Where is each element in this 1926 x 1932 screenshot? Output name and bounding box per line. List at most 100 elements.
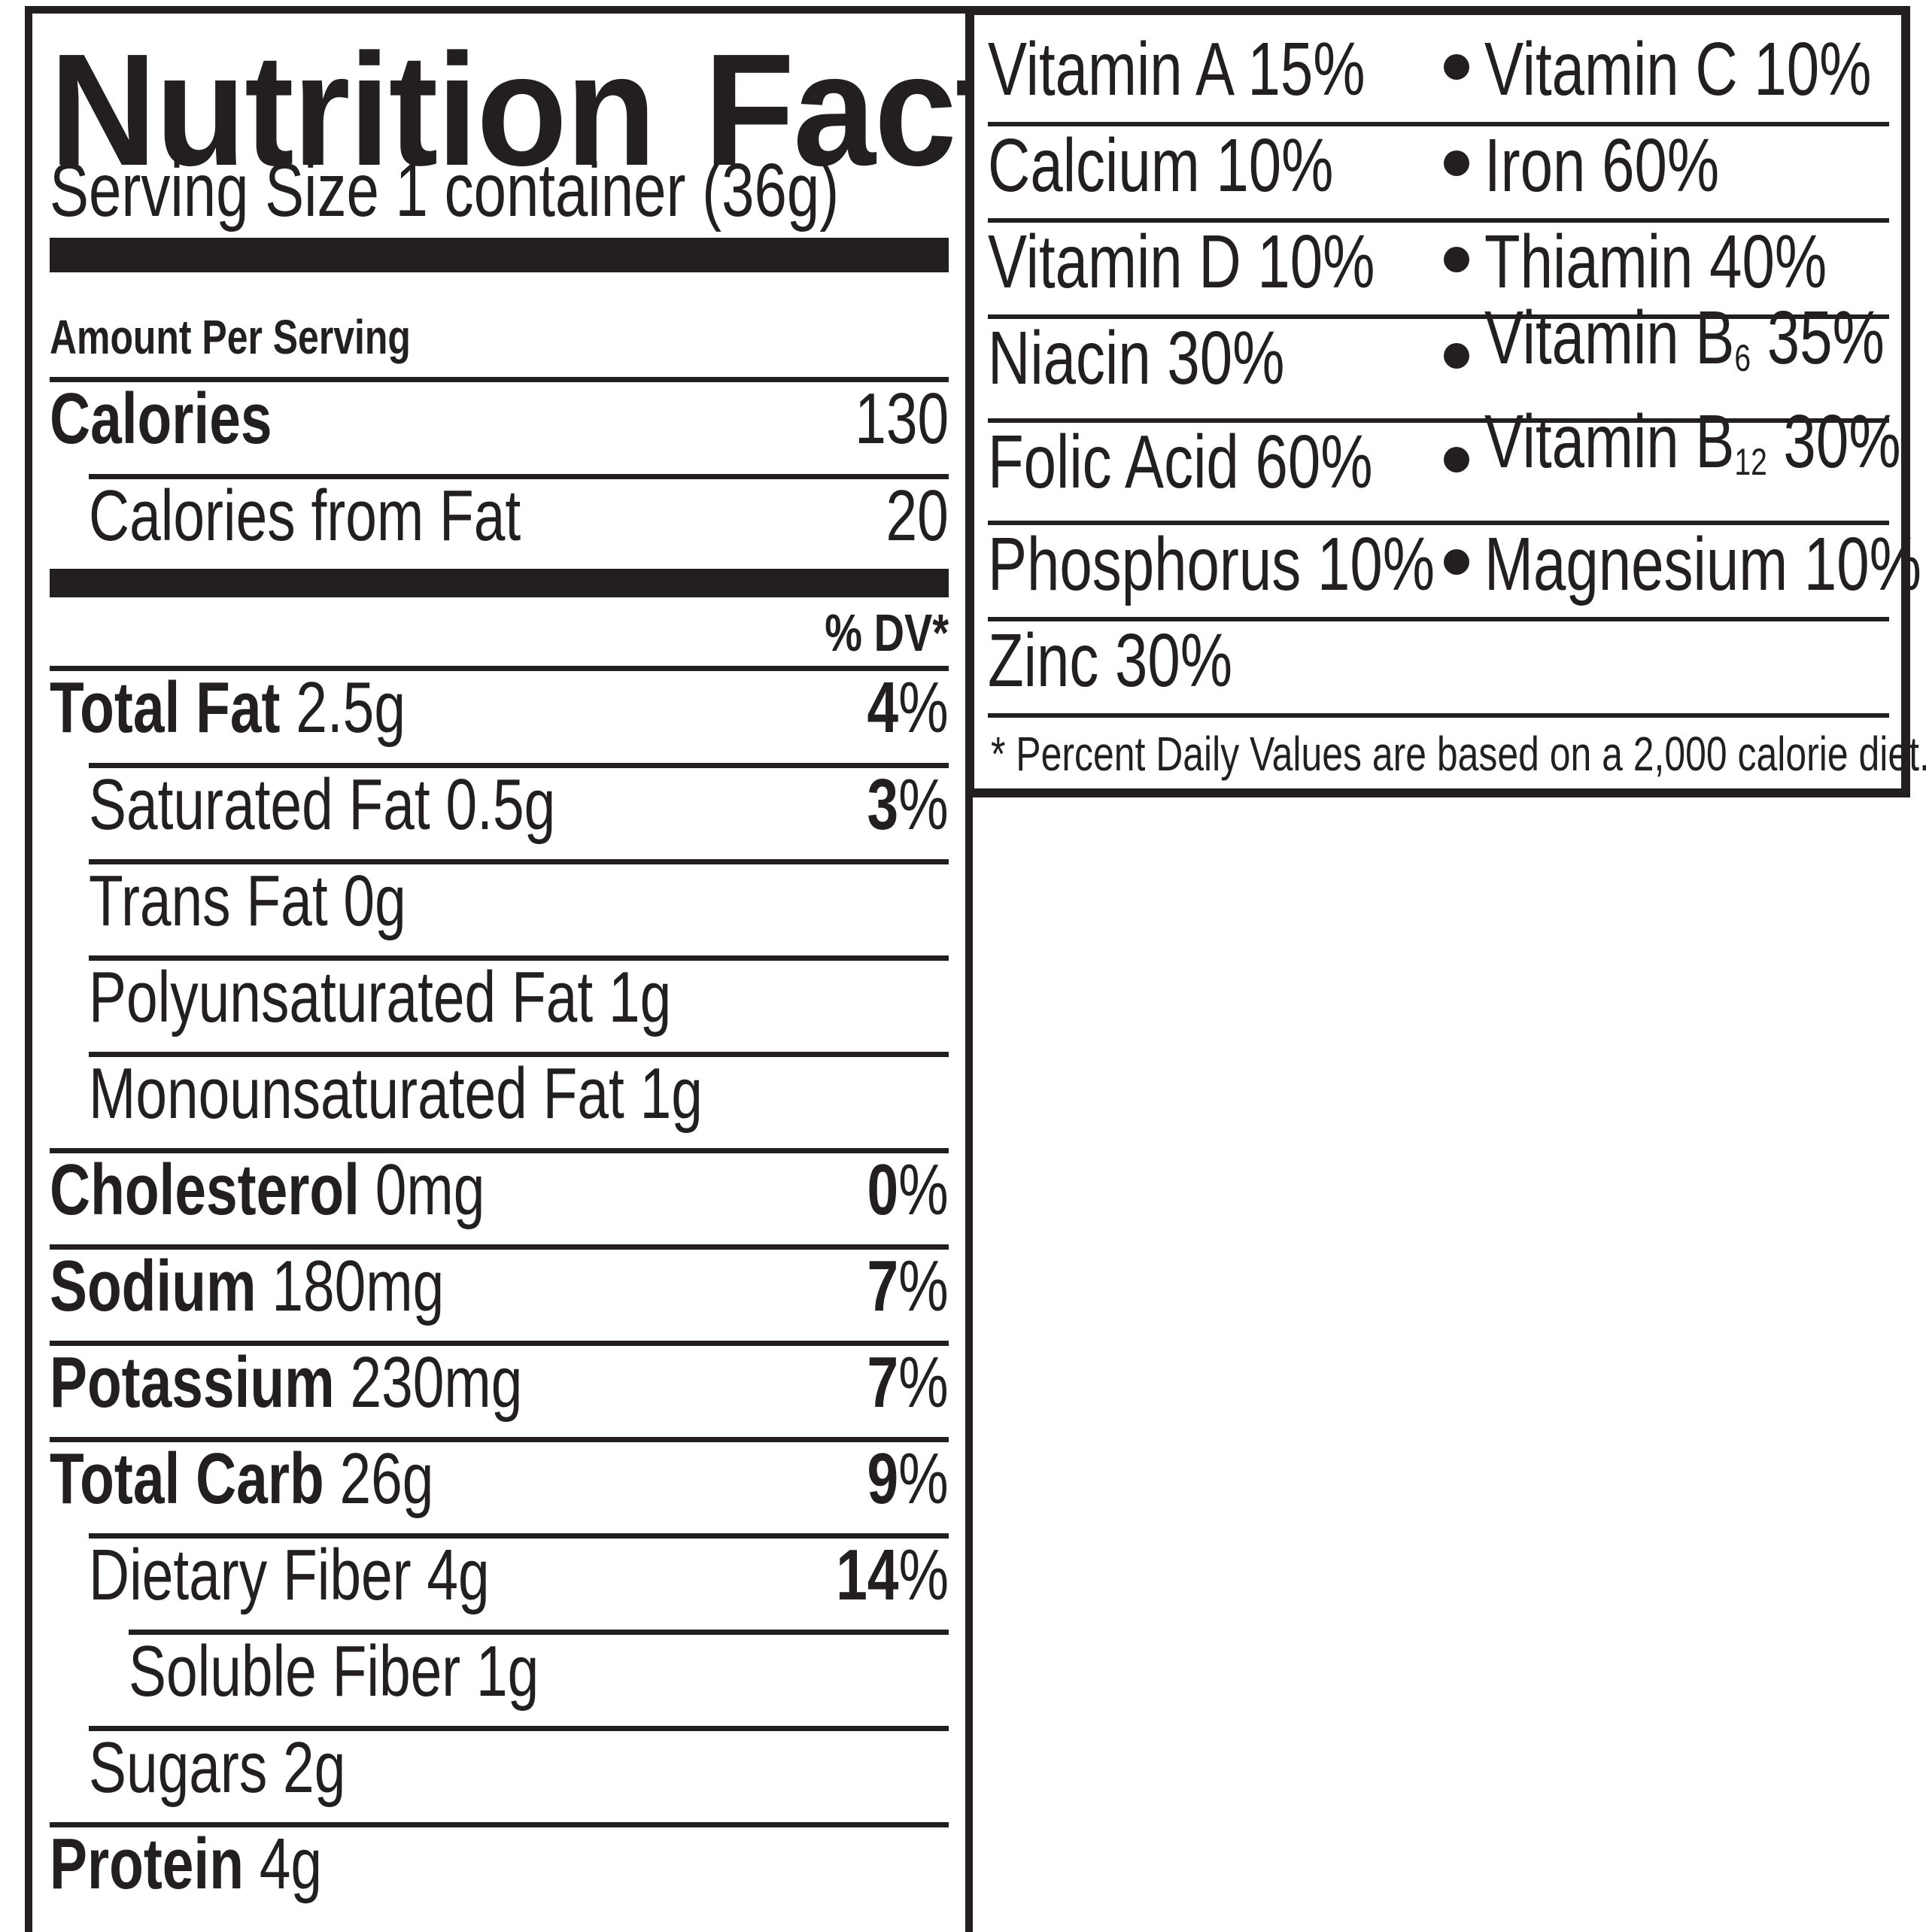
- nutrient-amount: 1g: [608, 957, 672, 1037]
- divider: [50, 1437, 949, 1442]
- nutrient-name: Trans Fat: [89, 861, 328, 941]
- nutrient-dv: 9: [867, 1438, 899, 1519]
- thick-divider: [50, 569, 949, 597]
- nutrient-row-cholesterol: Cholesterol 0mg 0%: [50, 1151, 949, 1234]
- nutrient-row-sugars: Sugars 2g: [50, 1729, 949, 1812]
- vitamin-right-value: 35%: [1751, 296, 1885, 380]
- nutrient-name: Total Fat: [50, 667, 281, 748]
- divider: [988, 218, 1889, 223]
- amount-per-serving: Amount Per Serving: [50, 310, 411, 364]
- vitamin-row: Calcium 10% Iron 60%: [988, 120, 1889, 217]
- divider: [988, 617, 1889, 621]
- vitamin-row: Folic Acid 60% Vitamin B12 30%: [988, 404, 1901, 513]
- nutrient-amount: 2.5g: [296, 667, 406, 748]
- calories-value: 130: [855, 378, 949, 459]
- vitamin-right-name: Vitamin B: [1484, 296, 1735, 380]
- nutrient-name: Cholesterol: [50, 1150, 360, 1230]
- vitamin-right: Iron 60%: [1484, 123, 1720, 208]
- divider: [50, 1341, 949, 1346]
- nutrient-row-total-carb: Total Carb 26g 9%: [50, 1440, 949, 1523]
- divider: [89, 955, 949, 961]
- nutrient-row-protein: Protein 4g: [50, 1825, 949, 1908]
- vitamin-left: Zinc 30%: [988, 618, 1233, 703]
- serving-size: Serving Size 1 container (36g): [50, 148, 840, 232]
- percent-sign: %: [898, 1535, 949, 1615]
- divider: [50, 1244, 949, 1250]
- calories-label: Calories: [50, 378, 272, 459]
- vitamin-row: Niacin 30% Vitamin B6 35%: [988, 300, 1889, 409]
- percent-sign: %: [898, 1438, 949, 1519]
- divider: [50, 1822, 949, 1827]
- nutrient-row-polyunsaturated-fat: Polyunsaturated Fat 1g: [50, 958, 949, 1041]
- nutrient-amount: 1g: [639, 1053, 703, 1134]
- daily-value-header: % DV*: [825, 603, 949, 662]
- nutrient-row-potassium: Potassium 230mg 7%: [50, 1344, 949, 1426]
- nutrient-dv: 3: [867, 764, 899, 845]
- nutrient-dv: 14: [836, 1535, 899, 1615]
- calories-from-fat-label: Calories from Fat: [89, 475, 521, 556]
- nutrient-amount: 26g: [339, 1438, 434, 1519]
- nutrient-amount: 180mg: [272, 1246, 445, 1326]
- nutrient-name: Sodium: [50, 1246, 257, 1326]
- nutrient-amount: 4g: [259, 1824, 323, 1904]
- divider: [988, 521, 1889, 525]
- calories-from-fat-value: 20: [886, 475, 949, 556]
- divider: [988, 713, 1889, 718]
- divider: [50, 1148, 949, 1153]
- nutrient-row-trans-fat: Trans Fat 0g: [50, 862, 949, 945]
- nutrient-amount: 4g: [427, 1535, 490, 1615]
- nutrient-name: Total Carb: [50, 1438, 324, 1519]
- nutrient-amount: 0.5g: [445, 764, 556, 845]
- nutrient-amount: 0g: [343, 861, 406, 941]
- divider: [988, 314, 1889, 319]
- divider: [988, 418, 1889, 423]
- vitamin-right-value: 30%: [1767, 399, 1901, 484]
- bullet-icon: [1444, 247, 1469, 272]
- bullet-icon: [1444, 54, 1469, 80]
- vitamin-right: Vitamin B6 35%: [1484, 300, 1885, 396]
- divider: [89, 763, 949, 768]
- vitamin-left: Vitamin A 15%: [988, 27, 1366, 111]
- title-word-nutrition: Nutrition: [50, 20, 656, 199]
- nutrient-row-saturated-fat: Saturated Fat 0.5g 3%: [50, 766, 949, 849]
- vitamin-row: Vitamin A 15% Vitamin C 10%: [988, 24, 1889, 120]
- divider: [89, 1052, 949, 1057]
- divider: [50, 377, 949, 382]
- thick-divider: [50, 238, 949, 272]
- daily-value-footnote: * Percent Daily Values are based on a 2,…: [991, 727, 1926, 781]
- nutrient-amount: 1g: [476, 1631, 539, 1712]
- bullet-icon: [1444, 549, 1469, 575]
- divider: [89, 474, 949, 479]
- nutrient-row-dietary-fiber: Dietary Fiber 4g 14%: [50, 1536, 949, 1619]
- divider: [89, 859, 949, 864]
- nutrient-row-soluble-fiber: Soluble Fiber 1g: [50, 1633, 949, 1715]
- nutrient-name: Potassium: [50, 1342, 335, 1423]
- nutrient-row-monounsaturated-fat: Monounsaturated Fat 1g: [50, 1055, 949, 1138]
- calories-row: Calories 130: [50, 380, 949, 463]
- percent-sign: %: [898, 764, 949, 845]
- vitamin-right: Magnesium 10%: [1484, 522, 1921, 606]
- percent-sign: %: [898, 1342, 949, 1423]
- bullet-icon: [1444, 150, 1469, 176]
- bullet-icon: [1444, 343, 1469, 369]
- divider: [50, 666, 949, 671]
- vitamin-left: Vitamin D 10%: [988, 220, 1375, 304]
- vitamin-subscript: 12: [1734, 441, 1767, 483]
- percent-sign: %: [898, 1150, 949, 1230]
- nutrient-name: Protein: [50, 1824, 244, 1904]
- vitamin-left: Folic Acid 60%: [988, 420, 1373, 504]
- nutrient-dv: 7: [867, 1246, 899, 1326]
- nutrient-dv: 0: [867, 1150, 899, 1230]
- calories-from-fat-row: Calories from Fat 20: [50, 477, 949, 560]
- vitamin-right: Vitamin C 10%: [1484, 27, 1872, 111]
- nutrient-row-total-fat: Total Fat 2.5g 4%: [50, 669, 949, 752]
- vitamin-row: Zinc 30%: [988, 615, 1889, 712]
- vitamin-row: Vitamin D 10% Thiamin 40%: [988, 217, 1889, 313]
- vitamins-minerals-panel: Vitamin A 15% Vitamin C 10% Calcium 10% …: [965, 6, 1926, 797]
- nutrient-amount: 0mg: [375, 1150, 485, 1230]
- nutrition-facts-panel: Nutrition Facts Serving Size 1 container …: [25, 6, 1086, 1932]
- nutrient-name: Polyunsaturated Fat: [89, 957, 594, 1037]
- bullet-icon: [1444, 447, 1469, 472]
- percent-sign: %: [898, 667, 949, 748]
- vitamin-left: Calcium 10%: [988, 123, 1334, 208]
